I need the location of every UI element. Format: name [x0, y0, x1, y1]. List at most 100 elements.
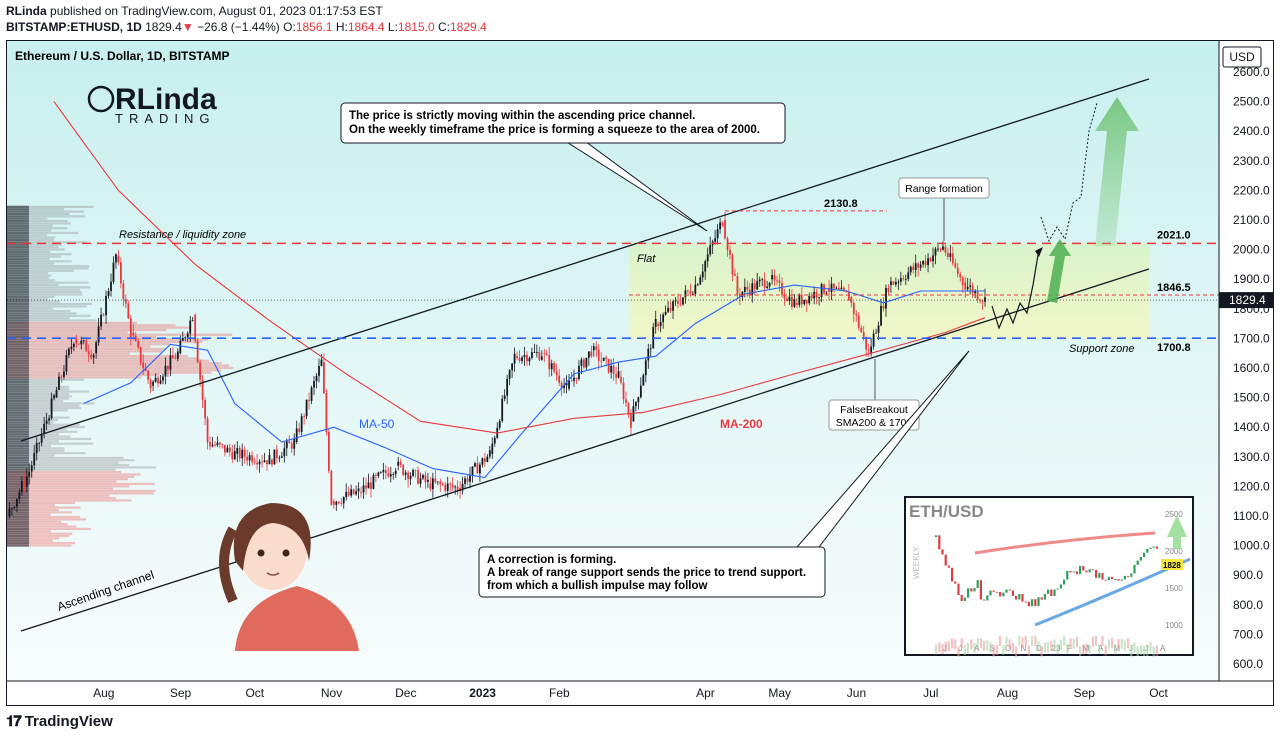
candle-body [181, 337, 184, 341]
candle-body [43, 423, 46, 434]
note-bottom-line-2: A break of range support sends the price… [487, 567, 806, 579]
volume-profile-core [7, 345, 29, 348]
candle-body [602, 357, 605, 361]
candle-body [199, 362, 202, 380]
inset-volume-bar [967, 643, 970, 654]
candle-body [768, 282, 771, 287]
candle-body [266, 460, 268, 465]
resistance-zone-label: Resistance / liquidity zone [119, 229, 246, 241]
candle-body [357, 488, 360, 492]
inset-volume-bar [1120, 638, 1123, 649]
volume-profile-core [7, 293, 29, 296]
volume-profile-bar [7, 359, 210, 362]
inset-timeframe: WEEKLY [912, 546, 921, 579]
volume-profile-core [7, 276, 29, 280]
inset-volume-bar [947, 641, 950, 652]
candle-body [736, 275, 739, 295]
chart-frame[interactable]: 2130.8 2021.0 1700.8 1846.5 Resistance / liq… [6, 40, 1274, 706]
candle-body [256, 462, 258, 465]
volume-profile-bar [7, 527, 91, 531]
candle-body [674, 300, 677, 302]
volume-profile-bar [7, 523, 68, 526]
inset-volume-bar [1021, 637, 1024, 648]
volume-profile-bar [7, 511, 72, 514]
inset-volume-bar [1143, 645, 1146, 656]
volume-profile-core [7, 248, 29, 251]
candle-body [253, 462, 256, 464]
candle-body [16, 498, 18, 507]
inset-candle [1123, 575, 1126, 580]
candle-body [592, 346, 595, 351]
candle-body [454, 486, 457, 488]
volume-profile-bar [7, 435, 71, 438]
inset-candle [1021, 594, 1024, 602]
inset-x-tick: S [990, 644, 995, 653]
volume-profile-core [7, 262, 29, 265]
y-tick-label: 1900.0 [1233, 272, 1270, 286]
candle-body [246, 456, 249, 461]
candles [8, 212, 986, 519]
candle-body [25, 476, 28, 487]
volume-profile-bar [7, 478, 128, 481]
candle-body [124, 299, 127, 304]
volume-profile-core [7, 359, 29, 362]
candle-body [825, 292, 828, 294]
candle-body [617, 371, 620, 378]
volume-profile-core [7, 295, 29, 298]
candle-body [961, 277, 964, 286]
candle-body [605, 357, 608, 359]
support-zone-label: Support zone [1069, 343, 1134, 355]
volume-profile-bar [7, 489, 156, 493]
candle-body [258, 461, 261, 465]
volume-profile-core [7, 269, 29, 272]
candle-body [538, 352, 541, 360]
inset-volume-bar [1152, 646, 1155, 657]
candle-body [226, 447, 229, 453]
candle-body [657, 323, 660, 326]
main-chart[interactable]: 2130.8 2021.0 1700.8 1846.5 Resistance / liq… [7, 41, 1273, 705]
y-tick-label: 2600.0 [1233, 65, 1270, 79]
candle-body [162, 376, 164, 381]
y-tick-label: 2000.0 [1233, 243, 1270, 257]
candle-body [345, 491, 348, 498]
candle-body [771, 275, 773, 280]
candle-body [689, 291, 692, 295]
candle-body [649, 348, 652, 350]
candle-body [72, 343, 75, 347]
volume-profile-bar [7, 371, 212, 374]
candle-body [828, 288, 830, 293]
tradingview-footer[interactable]: 𝟏𝟕 TradingView [6, 713, 113, 730]
volume-profile-core [7, 373, 29, 377]
candle-body [295, 428, 298, 442]
candle-body [271, 459, 273, 465]
candle-body [805, 299, 808, 304]
volume-profile-core [7, 340, 29, 343]
candle-body [535, 352, 538, 353]
inset-volume-bar [1031, 635, 1034, 646]
volume-profile-bar [7, 319, 97, 322]
volume-profile-core [7, 378, 29, 381]
candle-body [464, 478, 466, 484]
candle-body [756, 281, 759, 290]
candle-body [528, 357, 531, 362]
y-tick-label: 1100.0 [1233, 509, 1269, 523]
candle-body [164, 365, 167, 377]
candle-body [669, 307, 672, 311]
volume-profile-bar [7, 501, 76, 504]
channel-upper-line [20, 78, 1150, 442]
candle-body [115, 254, 117, 263]
candle-body [630, 414, 632, 428]
projection-path-1 [991, 248, 1040, 330]
candle-body [323, 362, 325, 394]
candle-body [211, 444, 214, 447]
volume-profile-bar [7, 409, 68, 412]
candle-body [743, 286, 746, 292]
author-name[interactable]: RLinda [6, 4, 47, 18]
inset-volume-bar [960, 638, 963, 649]
candle-body [38, 442, 41, 444]
volume-profile-bar [7, 459, 135, 462]
volume-profile-bar [7, 475, 135, 478]
candle-body [729, 249, 731, 255]
candle-body [340, 503, 343, 504]
volume-profile-bar [7, 418, 59, 422]
